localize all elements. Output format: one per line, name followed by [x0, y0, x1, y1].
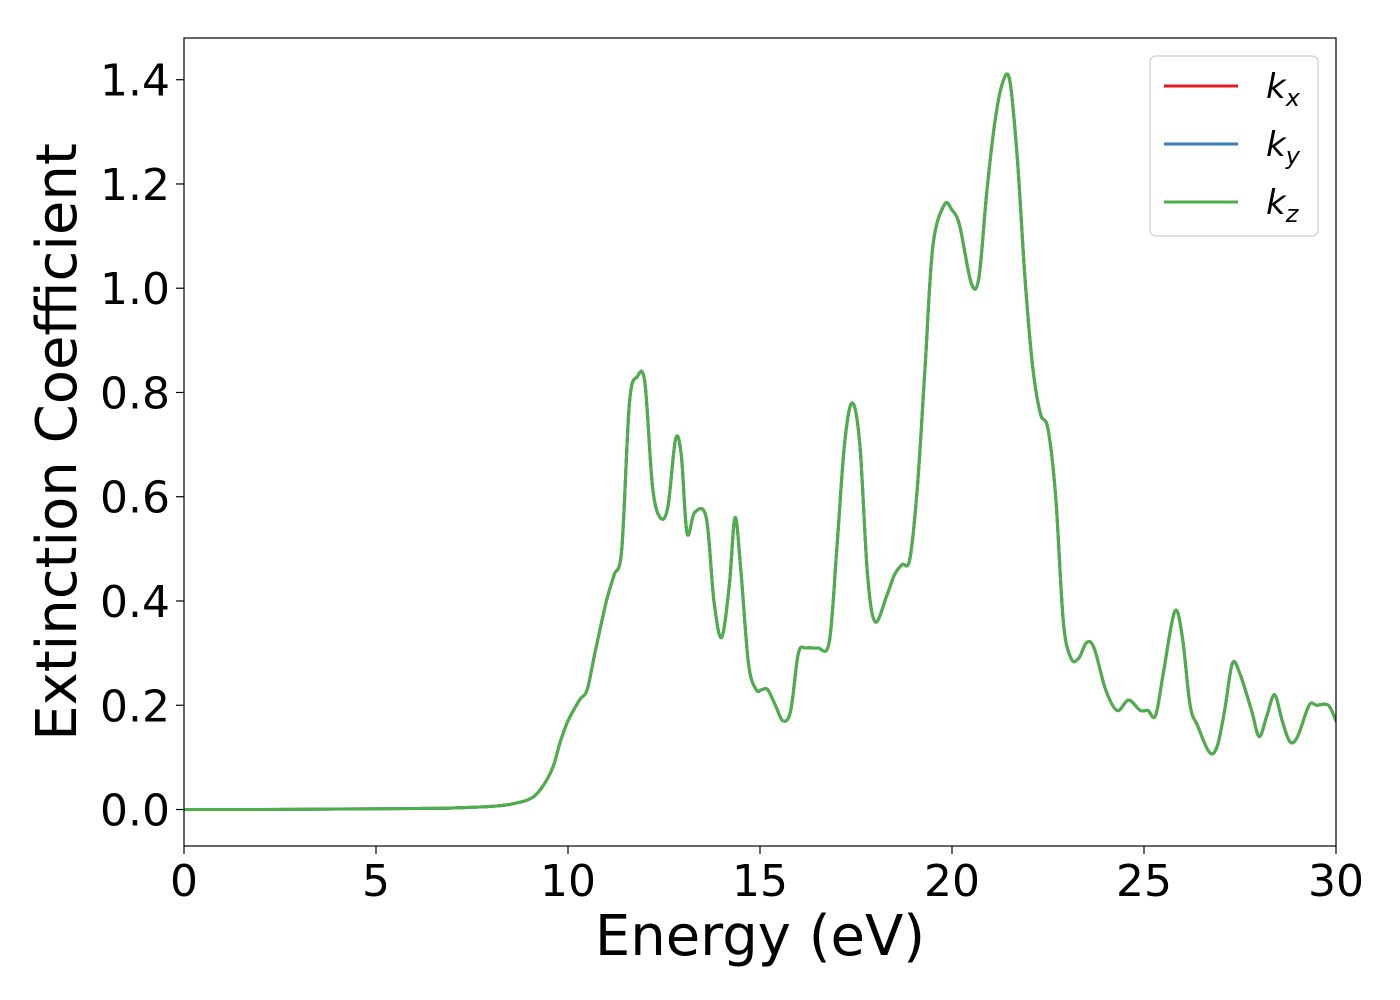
y-axis-ticks: 0.0 0.2 0.4 0.6 0.8 1.0 1.2 1.4: [100, 56, 184, 837]
y-tick-label: 1.4: [100, 56, 170, 107]
x-axis-ticks: 0 5 10 15 20 25 30: [170, 846, 1364, 907]
y-tick-label: 0.6: [100, 473, 170, 524]
x-tick-label: 20: [924, 856, 980, 907]
x-axis-title: Energy (eV): [595, 904, 925, 969]
x-tick-label: 25: [1116, 856, 1172, 907]
x-tick-label: 0: [170, 856, 198, 907]
legend: kx ky kz: [1149, 55, 1319, 237]
series-layer: [184, 72, 1336, 812]
legend-label-kz: kz: [1266, 183, 1300, 228]
y-axis-title: Extinction Coefficient: [25, 143, 90, 741]
legend-label-ky: ky: [1266, 125, 1301, 170]
legend-box: [1149, 55, 1319, 237]
y-tick-label: 0.0: [100, 786, 170, 837]
y-tick-label: 0.8: [100, 368, 170, 419]
y-tick-label: 1.2: [100, 160, 170, 211]
y-tick-label: 0.4: [100, 577, 170, 628]
x-tick-label: 15: [732, 856, 788, 907]
y-tick-label: 1.0: [100, 264, 170, 315]
x-tick-label: 10: [540, 856, 596, 907]
x-tick-label: 5: [362, 856, 390, 907]
series-line-kz: [184, 72, 1336, 812]
legend-label-kx: kx: [1266, 67, 1301, 112]
y-tick-label: 0.2: [100, 681, 170, 732]
x-tick-label: 30: [1308, 856, 1364, 907]
